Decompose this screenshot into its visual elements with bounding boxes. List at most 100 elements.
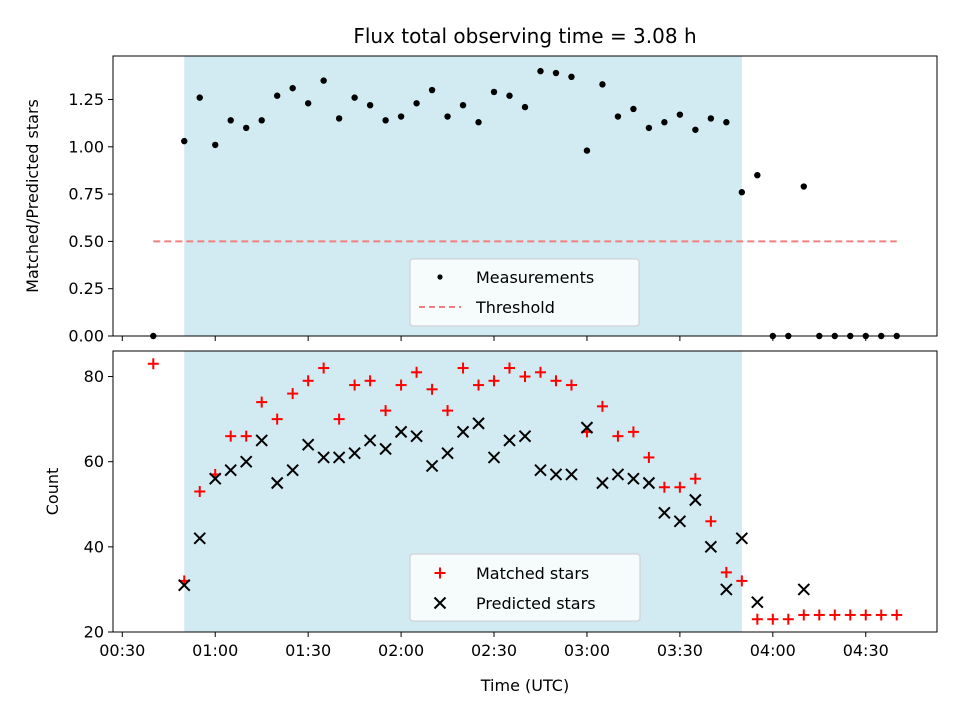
measurement-point — [428, 86, 436, 94]
predicted-point-b — [348, 446, 361, 460]
count-y-tick-label: 60 — [84, 452, 104, 471]
measurement-point — [289, 84, 296, 92]
measurement-point — [273, 92, 281, 99]
matched-point — [534, 366, 546, 378]
measurement-point — [676, 111, 684, 118]
time-x-axis-label: Time (UTC) — [480, 676, 569, 695]
legend-predicted-marker — [433, 596, 447, 610]
ratio-x-ticks — [121, 336, 867, 341]
matched-point — [364, 375, 376, 387]
measurement-points — [150, 67, 900, 340]
count-y-tick-label: 20 — [84, 623, 104, 642]
matched-point — [798, 609, 810, 621]
predicted-point — [224, 464, 237, 477]
matched-point — [349, 379, 361, 391]
predicted-point — [193, 532, 206, 545]
time-x-tick-label: 01:00 — [192, 641, 238, 660]
matched-point — [767, 613, 779, 625]
legend-matched-glyph — [434, 567, 446, 579]
matched-star-points — [147, 358, 903, 625]
predicted-star-points — [178, 417, 811, 609]
matched-point — [643, 451, 655, 463]
measurement-point — [723, 119, 730, 126]
measurement-point — [320, 77, 327, 84]
matched-point — [519, 371, 531, 383]
predicted-point — [549, 468, 563, 481]
matched-point — [318, 362, 330, 374]
predicted-point-b — [270, 476, 284, 490]
predicted-point — [178, 578, 191, 592]
matched-point — [473, 379, 485, 391]
matched-point — [194, 486, 206, 497]
predicted-point — [255, 434, 268, 447]
measurement-point — [537, 67, 544, 75]
predicted-point — [797, 583, 811, 596]
predicted-point-b — [178, 578, 191, 592]
measurement-point — [645, 124, 653, 132]
predicted-point-b — [472, 417, 485, 430]
predicted-point-b — [503, 434, 516, 447]
predicted-point-b — [580, 421, 594, 434]
matched-point — [612, 430, 624, 442]
predicted-point — [518, 429, 532, 443]
predicted-point — [270, 476, 284, 490]
measurement-point — [181, 137, 188, 145]
measurement-point — [506, 92, 513, 99]
measurement-point — [754, 171, 761, 179]
measurement-point — [335, 115, 343, 122]
count-y-tick-label: 40 — [84, 537, 104, 556]
matched-point — [813, 609, 825, 621]
legend-predicted-glyph-b — [433, 596, 447, 610]
matched-point — [287, 388, 299, 400]
predicted-point — [363, 434, 377, 447]
measurement-point — [212, 141, 219, 149]
predicted-point — [720, 583, 733, 596]
ratio-panel: 0.00 0.25 0.50 0.75 1.00 1.25 Flux total obse… — [23, 24, 938, 346]
predicted-point — [332, 451, 346, 464]
predicted-point-b — [797, 583, 811, 596]
predicted-point-b — [379, 442, 392, 456]
predicted-point-b — [735, 532, 749, 545]
matched-point — [442, 405, 454, 417]
predicted-point-b — [301, 438, 315, 451]
predicted-point-b — [255, 434, 268, 447]
measurement-point — [475, 119, 482, 126]
measurement-point — [692, 126, 699, 133]
matched-point — [596, 400, 608, 412]
ratio-y-ticks: 0.00 0.25 0.50 0.75 1.00 1.25 — [68, 90, 113, 346]
matched-point — [627, 426, 639, 438]
predicted-point-b — [611, 468, 625, 481]
predicted-point — [689, 493, 702, 507]
matched-point — [674, 481, 686, 493]
measurement-point — [707, 115, 715, 122]
predicted-point-b — [689, 493, 702, 507]
measurement-point — [397, 113, 405, 120]
legend-matched-marker — [434, 567, 446, 579]
measurement-point — [490, 88, 498, 96]
predicted-point — [301, 438, 315, 451]
time-x-tick-label: 02:00 — [378, 641, 424, 660]
time-x-tick-label: 02:30 — [471, 641, 517, 660]
predicted-point — [317, 451, 330, 464]
predicted-point-b — [518, 429, 532, 443]
measurement-point — [661, 119, 668, 126]
predicted-point — [286, 464, 299, 477]
matched-point — [271, 413, 283, 425]
time-x-tick-label: 03:00 — [564, 641, 610, 660]
time-x-tick-label: 01:30 — [285, 641, 331, 660]
matched-point — [550, 375, 562, 387]
predicted-point — [487, 451, 501, 464]
predicted-point-b — [193, 532, 206, 545]
matched-point — [333, 413, 345, 425]
time-x-tick-label: 00:30 — [99, 641, 145, 660]
time-x-ticks: 00:30 01:00 01:30 02:00 02:30 03:00 03:30 04:00… — [99, 632, 889, 660]
matched-point — [736, 575, 748, 587]
measurement-point — [413, 100, 420, 107]
ratio-y-tick-label: 0.75 — [68, 185, 104, 204]
predicted-point-b — [441, 446, 454, 460]
matched-point — [844, 609, 856, 621]
count-y-ticks: 20 40 60 80 — [84, 367, 113, 642]
predicted-point-b — [658, 506, 671, 519]
measurement-point — [227, 117, 234, 124]
matched-point — [658, 481, 670, 493]
